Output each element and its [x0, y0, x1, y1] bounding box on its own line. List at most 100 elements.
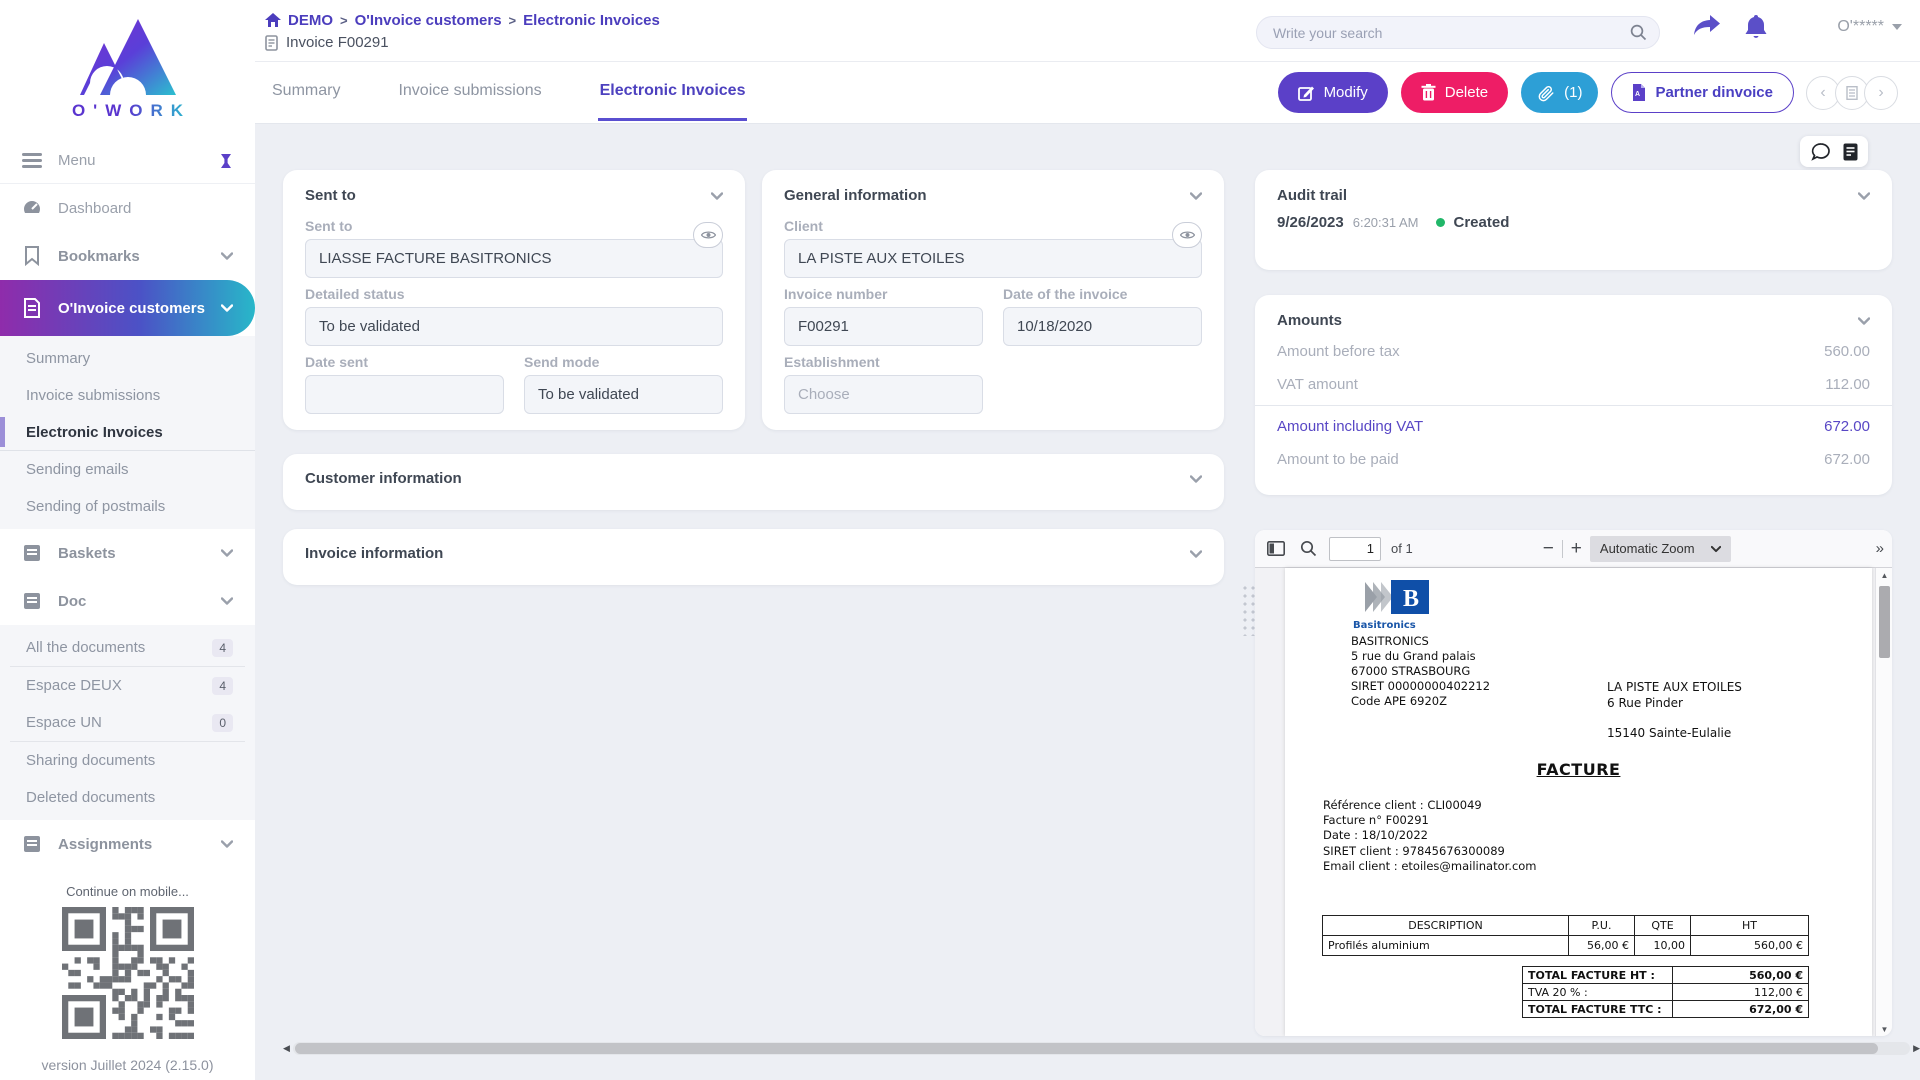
client-field[interactable]	[784, 239, 1202, 278]
collapse-chevron-icon[interactable]	[1858, 191, 1870, 200]
pin-icon[interactable]	[219, 153, 233, 169]
sidebar-item-bookmarks[interactable]: Bookmarks	[0, 232, 255, 280]
user-label: O'*****	[1837, 18, 1884, 35]
basitronics-logo: B	[1365, 578, 1431, 616]
detailed-status-field[interactable]	[305, 307, 723, 346]
collapse-chevron-icon[interactable]	[1858, 316, 1870, 325]
collapse-chevron-icon[interactable]	[1190, 191, 1202, 200]
notifications-bell-icon[interactable]	[1744, 14, 1768, 40]
sidebar-subitem-all-documents[interactable]: All the documents 4	[0, 629, 255, 666]
collapse-chevron-icon[interactable]	[1190, 549, 1202, 558]
sidebar-item-label: Baskets	[58, 544, 116, 562]
sidebar-subitem-espace-un[interactable]: Espace UN 0	[0, 704, 255, 741]
scroll-left-arrow[interactable]: ◀	[283, 1043, 290, 1053]
next-record-button[interactable]: ›	[1864, 75, 1898, 110]
scrollbar-track[interactable]	[293, 1042, 1910, 1055]
sidebar-subitem-deleted-documents[interactable]: Deleted documents	[0, 779, 255, 816]
pdf-sidebar-toggle-icon[interactable]	[1265, 538, 1287, 560]
amount-value: 560.00	[1824, 343, 1870, 360]
collapse-chevron-icon[interactable]	[711, 191, 723, 200]
subitem-label: Electronic Invoices	[26, 423, 163, 441]
invoice-date-field[interactable]	[1003, 307, 1202, 346]
sidebar-subitem-sending-postmails[interactable]: Sending of postmails	[0, 488, 255, 525]
audit-notes-icon[interactable]	[1843, 143, 1858, 161]
scrollbar-thumb[interactable]	[295, 1043, 1878, 1054]
audit-trail-panel: Audit trail 9/26/2023 6:20:31 AM Created	[1255, 170, 1892, 270]
date-sent-field[interactable]	[305, 375, 504, 414]
logo-caption: Basitronics	[1353, 620, 1416, 631]
home-icon[interactable]	[265, 13, 281, 28]
sidebar-subitem-espace-deux[interactable]: Espace DEUX 4	[0, 667, 255, 704]
sidebar-subitem-summary[interactable]: Summary	[0, 340, 255, 377]
top-bar: DEMO > O'Invoice customers > Electronic …	[255, 0, 1920, 62]
scroll-right-arrow[interactable]: ▶	[1913, 1043, 1920, 1053]
horizontal-scrollbar[interactable]: ◀ ▶	[283, 1040, 1920, 1057]
sidebar-item-dashboard[interactable]: Dashboard	[0, 184, 255, 232]
sidebar-item-doc[interactable]: Doc	[0, 577, 255, 625]
scroll-down-arrow[interactable]: ▼	[1880, 1024, 1889, 1034]
mountain-logo-icon	[79, 19, 176, 95]
breadcrumb-home[interactable]: DEMO	[288, 12, 333, 29]
search-input[interactable]	[1273, 24, 1630, 41]
sidebar-item-assignments[interactable]: Assignments	[0, 820, 255, 868]
panel-resize-handle[interactable]	[1241, 584, 1257, 636]
share-icon[interactable]	[1693, 15, 1720, 39]
breadcrumb-electronic-invoices[interactable]: Electronic Invoices	[523, 12, 660, 29]
sent-to-field[interactable]	[305, 239, 723, 278]
modify-button[interactable]: Modify	[1277, 72, 1388, 113]
amount-label: Amount to be paid	[1277, 451, 1399, 468]
audit-time: 6:20:31 AM	[1352, 215, 1419, 230]
sidebar-item-oinvoice-customers[interactable]: O'Invoice customers	[0, 280, 255, 336]
attachments-button[interactable]: (1)	[1521, 72, 1599, 113]
count-badge: 4	[212, 638, 233, 657]
scroll-up-arrow[interactable]: ▲	[1880, 570, 1889, 580]
tab-summary[interactable]: Summary	[272, 82, 341, 99]
establishment-field[interactable]	[784, 375, 983, 414]
ledger-icon	[22, 834, 42, 854]
field-label: Send mode	[524, 354, 600, 370]
supplier-address: BASITRONICS 5 rue du Grand palais 67000 …	[1351, 634, 1491, 708]
comments-icon[interactable]	[1810, 142, 1831, 161]
total-row: TVA 20 % : 112,00 €	[1522, 983, 1809, 1001]
zoom-out-button[interactable]: −	[1542, 538, 1554, 559]
pdf-viewer: of 1 − + Automatic Zoom »	[1255, 530, 1892, 1036]
zoom-in-button[interactable]: +	[1570, 538, 1582, 559]
breadcrumb-separator: >	[508, 13, 517, 28]
partner-dinvoice-button[interactable]: A Partner dinvoice	[1611, 72, 1794, 113]
eye-icon[interactable]	[693, 222, 723, 248]
field-label: Date of the invoice	[1003, 286, 1128, 302]
sidebar-subitem-invoice-submissions[interactable]: Invoice submissions	[0, 377, 255, 414]
scrollbar-thumb[interactable]	[1879, 586, 1890, 658]
audit-entry: 9/26/2023 6:20:31 AM Created	[1255, 210, 1892, 231]
pdf-page-input[interactable]	[1329, 536, 1381, 561]
record-list-button[interactable]	[1835, 75, 1869, 110]
amount-label: Amount before tax	[1277, 343, 1400, 360]
sidebar-subitem-sending-emails[interactable]: Sending emails	[0, 451, 255, 488]
sidebar-item-baskets[interactable]: Baskets	[0, 529, 255, 577]
sidebar-subitem-electronic-invoices[interactable]: Electronic Invoices	[0, 414, 255, 451]
qr-code	[61, 907, 194, 1039]
subitem-label: Sending of postmails	[26, 498, 166, 515]
subitem-label: Deleted documents	[26, 789, 156, 806]
tab-invoice-submissions[interactable]: Invoice submissions	[398, 82, 542, 99]
breadcrumb: DEMO > O'Invoice customers > Electronic …	[265, 10, 660, 29]
invoice-lines-table: DESCRIPTION P.U. QTE HT Profilés alumini…	[1322, 915, 1809, 956]
zoom-mode-select[interactable]: Automatic Zoom	[1589, 535, 1731, 562]
collapse-chevron-icon[interactable]	[1190, 474, 1202, 483]
menu-toggle[interactable]: Menu	[0, 138, 255, 184]
version-label: version Juillet 2024 (2.15.0)	[41, 1057, 214, 1073]
chevron-down-icon	[221, 597, 233, 605]
invoice-number-field[interactable]	[784, 307, 983, 346]
tab-electronic-invoices[interactable]: Electronic Invoices	[597, 64, 748, 121]
field-label: Establishment	[784, 354, 880, 370]
send-mode-field[interactable]	[524, 375, 723, 414]
breadcrumb-oinvoice-customers[interactable]: O'Invoice customers	[354, 12, 502, 29]
pdf-vertical-scrollbar[interactable]: ▲ ▼	[1875, 568, 1892, 1036]
eye-icon[interactable]	[1172, 222, 1202, 248]
delete-button[interactable]: Delete	[1400, 72, 1509, 113]
user-menu[interactable]: O'*****	[1837, 18, 1902, 36]
pdf-more-tools-button[interactable]: »	[1875, 540, 1884, 557]
search-icon[interactable]	[1630, 24, 1647, 41]
sidebar-subitem-sharing-documents[interactable]: Sharing documents	[0, 742, 255, 779]
pdf-search-icon[interactable]	[1297, 538, 1319, 560]
